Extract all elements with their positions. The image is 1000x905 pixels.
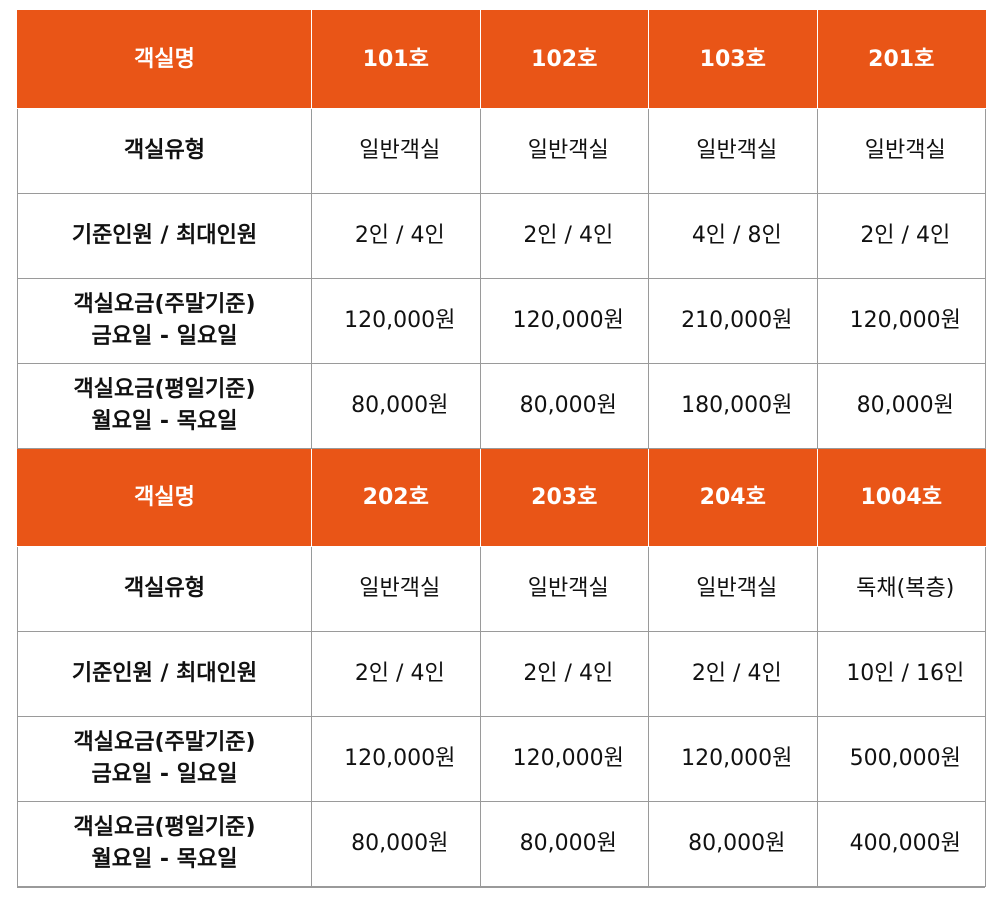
cell-value: 120,000원 <box>311 716 481 802</box>
row-label-weekend-rate: 객실요금(주말기준) 금요일 - 일요일 <box>17 716 312 802</box>
cell-value: 일반객실 <box>816 108 986 194</box>
room-name-header: 객실명 <box>17 448 312 547</box>
row-label-occupancy: 기준인원 / 최대인원 <box>17 631 312 717</box>
table-row: 객실요금(평일기준) 월요일 - 목요일 80,000원 80,000원 180,… <box>17 363 986 449</box>
cell-value: 120,000원 <box>479 716 649 802</box>
cell-value: 10인 / 16인 <box>816 631 986 717</box>
cell-value: 일반객실 <box>479 108 649 194</box>
header-row-2: 객실명 202호 203호 204호 1004호 <box>17 448 986 547</box>
cell-value: 일반객실 <box>311 108 481 194</box>
cell-value: 400,000원 <box>816 801 986 887</box>
table-row: 객실요금(주말기준) 금요일 - 일요일 120,000원 120,000원 21… <box>17 278 986 364</box>
table-row: 객실유형 일반객실 일반객실 일반객실 독채(복층) <box>17 546 986 632</box>
cell-value: 2인 / 4인 <box>311 631 481 717</box>
room-203: 203호 <box>479 448 649 547</box>
cell-value: 120,000원 <box>479 278 649 364</box>
cell-value: 120,000원 <box>648 716 818 802</box>
cell-value: 210,000원 <box>648 278 818 364</box>
row-label-weekday-rate: 객실요금(평일기준) 월요일 - 목요일 <box>17 363 312 449</box>
cell-value: 2인 / 4인 <box>479 631 649 717</box>
table-row: 객실요금(주말기준) 금요일 - 일요일 120,000원 120,000원 12… <box>17 716 986 802</box>
cell-value: 120,000원 <box>311 278 481 364</box>
room-103: 103호 <box>648 10 818 109</box>
cell-value: 180,000원 <box>648 363 818 449</box>
cell-value: 일반객실 <box>648 108 818 194</box>
cell-value: 4인 / 8인 <box>648 193 818 279</box>
room-201: 201호 <box>816 10 986 109</box>
table-row: 기준인원 / 최대인원 2인 / 4인 2인 / 4인 2인 / 4인 10인 … <box>17 631 986 717</box>
room-202: 202호 <box>311 448 481 547</box>
cell-value: 80,000원 <box>311 801 481 887</box>
row-label-room-type: 객실유형 <box>17 546 312 632</box>
row-label-weekday-rate: 객실요금(평일기준) 월요일 - 목요일 <box>17 801 312 887</box>
table-row: 객실요금(평일기준) 월요일 - 목요일 80,000원 80,000원 80,0… <box>17 801 986 887</box>
row-label-weekend-rate: 객실요금(주말기준) 금요일 - 일요일 <box>17 278 312 364</box>
header-row-1: 객실명 101호 102호 103호 201호 <box>17 10 986 109</box>
cell-value: 80,000원 <box>311 363 481 449</box>
cell-value: 2인 / 4인 <box>311 193 481 279</box>
cell-value: 독채(복층) <box>816 546 986 632</box>
cell-value: 80,000원 <box>816 363 986 449</box>
room-204: 204호 <box>648 448 818 547</box>
cell-value: 2인 / 4인 <box>816 193 986 279</box>
room-101: 101호 <box>311 10 481 109</box>
row-label-room-type: 객실유형 <box>17 108 312 194</box>
cell-value: 500,000원 <box>816 716 986 802</box>
room-102: 102호 <box>479 10 649 109</box>
cell-value: 일반객실 <box>311 546 481 632</box>
room-1004: 1004호 <box>816 448 986 547</box>
row-label-occupancy: 기준인원 / 최대인원 <box>17 193 312 279</box>
room-rate-table-container: 객실명 101호 102호 103호 201호 객실유형 일반객실 일반객실 일… <box>17 10 986 888</box>
cell-value: 2인 / 4인 <box>648 631 818 717</box>
table-row: 객실유형 일반객실 일반객실 일반객실 일반객실 <box>17 108 986 194</box>
cell-value: 2인 / 4인 <box>479 193 649 279</box>
cell-value: 일반객실 <box>479 546 649 632</box>
cell-value: 120,000원 <box>816 278 986 364</box>
cell-value: 일반객실 <box>648 546 818 632</box>
cell-value: 80,000원 <box>648 801 818 887</box>
room-name-header: 객실명 <box>17 10 312 109</box>
cell-value: 80,000원 <box>479 363 649 449</box>
table-row: 기준인원 / 최대인원 2인 / 4인 2인 / 4인 4인 / 8인 2인 /… <box>17 193 986 279</box>
cell-value: 80,000원 <box>479 801 649 887</box>
room-rate-table: 객실명 101호 102호 103호 201호 객실유형 일반객실 일반객실 일… <box>17 10 986 887</box>
